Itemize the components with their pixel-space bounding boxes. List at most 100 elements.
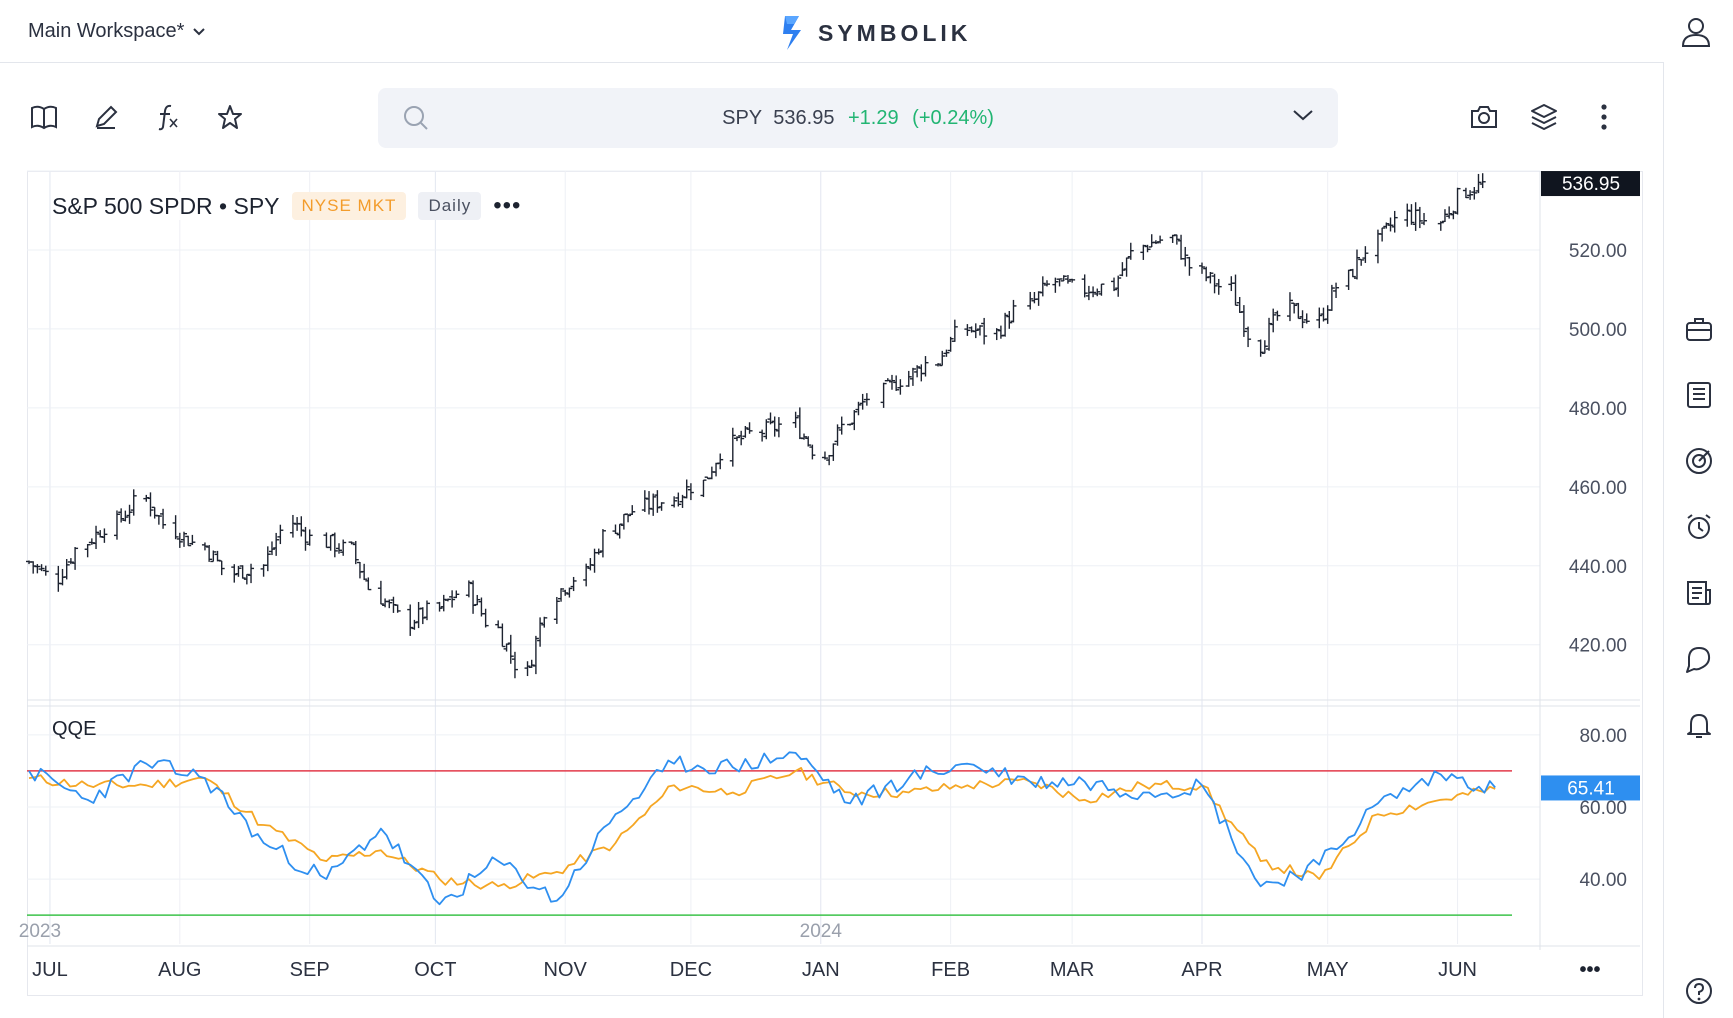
- time-axis-month-label: MAY: [1307, 959, 1349, 981]
- price-bar: [361, 563, 368, 581]
- camera-icon[interactable]: [1468, 100, 1500, 134]
- price-bar: [746, 422, 753, 434]
- price-bar: [1404, 203, 1411, 227]
- price-bar: [1328, 284, 1335, 311]
- chevron-down-icon: [193, 27, 206, 35]
- price-bar: [1115, 275, 1122, 297]
- price-bar: [1257, 339, 1264, 357]
- price-bar: [189, 534, 196, 545]
- price-bar: [708, 466, 715, 480]
- price-bar: [759, 429, 766, 442]
- price-bar: [67, 558, 74, 565]
- price-bar: [63, 559, 70, 580]
- price-bar: [126, 504, 133, 524]
- workspace-selector[interactable]: Main Workspace*: [28, 20, 206, 43]
- price-bar: [1232, 274, 1239, 306]
- time-axis-month-label: DEC: [670, 959, 712, 981]
- price-bar: [1446, 206, 1453, 219]
- price-bar: [914, 365, 921, 378]
- price-bar: [1152, 240, 1159, 245]
- price-bar: [595, 548, 602, 555]
- bell-icon[interactable]: [1684, 710, 1714, 740]
- more-vertical-icon[interactable]: [1588, 100, 1620, 134]
- price-bar: [922, 356, 929, 377]
- price-bar: [851, 410, 858, 431]
- workspace-name: Main Workspace*: [28, 20, 185, 42]
- price-bar: [629, 505, 636, 516]
- price-bar: [352, 540, 359, 565]
- price-bar: [599, 529, 606, 558]
- interval-badge[interactable]: Daily: [418, 192, 482, 220]
- watchlist-icon[interactable]: [1684, 380, 1714, 410]
- price-bar: [1148, 234, 1155, 248]
- alarm-clock-icon[interactable]: [1684, 512, 1714, 542]
- price-bar: [616, 523, 623, 539]
- price-bar: [1039, 276, 1046, 297]
- price-bar: [470, 580, 477, 614]
- price-bar: [122, 510, 129, 522]
- price-bar: [1383, 222, 1390, 229]
- price-bar: [1031, 292, 1038, 304]
- legend-more-button[interactable]: •••: [493, 192, 522, 219]
- price-bar: [415, 601, 422, 629]
- price-bar: [943, 349, 950, 357]
- briefcase-icon[interactable]: [1684, 314, 1714, 344]
- price-bar: [1479, 173, 1486, 189]
- price-bar: [830, 443, 837, 461]
- star-icon[interactable]: [214, 100, 246, 134]
- price-bar: [185, 535, 192, 547]
- price-bar: [976, 325, 983, 336]
- symbol-search[interactable]: SPY 536.95 +1.29 (+0.24%): [378, 88, 1338, 148]
- price-bar: [742, 425, 749, 438]
- layers-icon[interactable]: [1528, 100, 1560, 134]
- price-bar: [323, 532, 330, 549]
- price-bar: [436, 601, 443, 612]
- price-bar: [55, 565, 62, 592]
- price-bar: [160, 508, 167, 529]
- chevron-down-icon[interactable]: [1292, 108, 1314, 122]
- pencil-icon[interactable]: [90, 100, 122, 134]
- price-axis-label: 420.00: [1569, 636, 1627, 657]
- instrument-title: S&P 500 SPDR • SPY: [52, 192, 280, 219]
- price-bar: [449, 590, 456, 608]
- function-icon[interactable]: [152, 100, 184, 134]
- price-bar: [101, 528, 108, 543]
- radar-icon[interactable]: [1684, 446, 1714, 476]
- user-icon[interactable]: [1681, 16, 1711, 53]
- help-icon[interactable]: [1684, 976, 1714, 1006]
- exchange-badge: NYSE MKT: [291, 192, 407, 220]
- price-bar: [1450, 210, 1457, 220]
- price-bar: [1274, 310, 1281, 321]
- price-bar: [1069, 278, 1076, 283]
- price-axis-label: 440.00: [1569, 557, 1627, 578]
- time-axis-more-button[interactable]: •••: [1579, 959, 1600, 981]
- price-bar: [1245, 326, 1252, 348]
- price-bar: [553, 596, 560, 624]
- chart-panel[interactable]: [27, 171, 1643, 996]
- price-axis-label: 520.00: [1569, 241, 1627, 262]
- price-bar: [897, 379, 904, 395]
- price-bar: [1270, 308, 1277, 333]
- price-bar: [1295, 302, 1302, 320]
- price-bar: [444, 598, 451, 602]
- price-bar: [302, 526, 309, 551]
- qqe-line: [28, 751, 1496, 906]
- price-bar: [801, 433, 808, 440]
- price-bar: [1316, 307, 1323, 329]
- price-bar: [1353, 249, 1360, 280]
- price-axis-label: 460.00: [1569, 478, 1627, 499]
- price-bar: [130, 489, 137, 516]
- price-bar: [1094, 288, 1101, 297]
- quote-change-pct: (+0.24%): [912, 107, 994, 129]
- price-axis-label: 500.00: [1569, 320, 1627, 341]
- price-bar: [767, 412, 774, 425]
- indicator-label[interactable]: QQE: [52, 718, 97, 740]
- price-bar: [42, 565, 49, 576]
- book-icon[interactable]: [28, 100, 60, 134]
- chat-icon[interactable]: [1684, 644, 1714, 674]
- price-bar: [327, 534, 334, 551]
- news-icon[interactable]: [1684, 578, 1714, 608]
- price-bar: [1441, 209, 1448, 223]
- price-bar: [482, 608, 489, 628]
